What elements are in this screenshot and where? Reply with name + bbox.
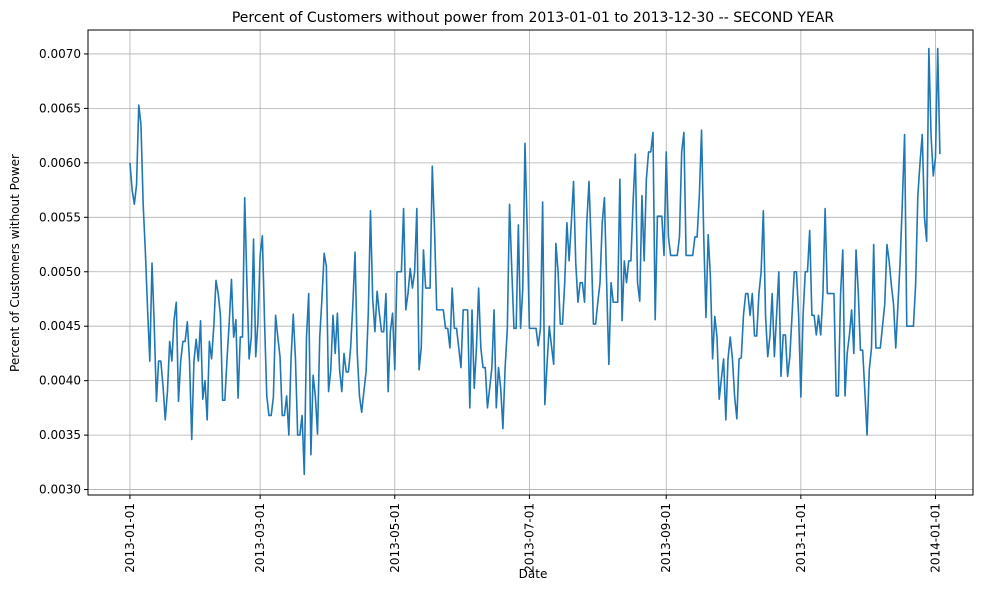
y-tick-label: 0.0030 [39, 483, 81, 497]
y-tick-label: 0.0035 [39, 428, 81, 442]
x-tick-label: 2013-03-01 [253, 503, 267, 573]
y-tick-label: 0.0040 [39, 374, 81, 388]
grid-lines [88, 30, 973, 495]
series-line [129, 47, 941, 476]
y-tick-label: 0.0050 [39, 265, 81, 279]
y-axis-label: Percent of Customers without Power [8, 154, 22, 372]
x-tick-label: 2013-07-01 [522, 503, 536, 573]
y-tick-label: 0.0065 [39, 101, 81, 115]
x-axis-label: Date [519, 567, 548, 581]
x-tick-label: 2013-05-01 [388, 503, 402, 573]
y-tick-label: 0.0060 [39, 156, 81, 170]
y-tick-label: 0.0045 [39, 319, 81, 333]
x-tick-label: 2013-11-01 [794, 503, 808, 573]
x-axis: 2013-01-01 2013-03-01 2013-05-01 2013-07-01… [123, 495, 942, 573]
y-tick-label: 0.0055 [39, 210, 81, 224]
y-axis: 0.0030 0.0035 0.0040 0.0045 0.0050 0.0055 0.00… [39, 47, 88, 497]
x-tick-label: 2013-01-01 [123, 503, 137, 573]
x-tick-label: 2013-09-01 [659, 503, 673, 573]
chart-title: Percent of Customers without power from … [232, 10, 835, 26]
series-layer [129, 47, 941, 476]
y-tick-label: 0.0070 [39, 47, 81, 61]
x-tick-label: 2014-01-01 [928, 503, 942, 573]
plot-frame [87, 29, 974, 496]
